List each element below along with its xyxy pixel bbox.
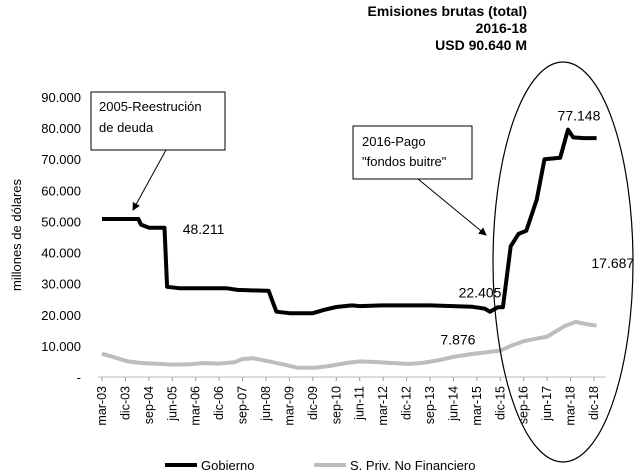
x-tick-label: mar-06	[189, 386, 203, 426]
callout-box-restructuring	[90, 91, 226, 151]
y-tick-label: 50.000	[41, 214, 81, 229]
x-tick-label: mar-18	[564, 386, 578, 426]
x-tick-label: dic-15	[493, 386, 507, 420]
y-tick-label: 40.000	[41, 246, 81, 261]
legend-label-gobierno: Gobierno	[201, 458, 254, 473]
callout-vulture-funds: 2016-Pago "fondos buitre"	[352, 125, 487, 236]
callout-arrow-restructuring	[132, 149, 167, 211]
x-tick-label: sep-16	[517, 386, 531, 424]
x-tick-label: sep-13	[423, 386, 437, 424]
x-tick-label: mar-09	[282, 386, 296, 426]
x-tick-label: jun-05	[165, 386, 179, 422]
x-tick-label: jun-08	[259, 386, 273, 422]
y-tick-label: 60.000	[41, 183, 81, 198]
title-line-2: 2016-18	[476, 20, 528, 36]
callout-vulture-line-2: "fondos buitre"	[362, 154, 447, 169]
callout-restructuring-line-2: de deuda	[99, 120, 154, 135]
data-label: 77.148	[558, 107, 601, 123]
data-label: 7.876	[440, 331, 475, 347]
x-tick-label: jun-17	[540, 386, 554, 422]
x-tick-label: sep-10	[329, 386, 343, 424]
callout-box-vulture-funds	[352, 125, 473, 180]
series-line-gobierno	[102, 127, 597, 316]
x-tick-label: dic-06	[212, 386, 226, 420]
title-line-3: USD 90.640 M	[435, 37, 527, 53]
legend: Gobierno S. Priv. No Financiero	[165, 458, 475, 473]
y-axis-label: millones de dólares	[9, 179, 24, 292]
x-tick-label: mar-12	[376, 386, 390, 426]
y-tick-label: 10.000	[41, 339, 81, 354]
x-tick-label: sep-07	[236, 386, 250, 424]
data-label: 48.211	[183, 221, 225, 237]
series-line-privado	[101, 319, 597, 370]
y-tick-label: 70.000	[41, 152, 81, 167]
x-tick-label: mar-03	[95, 386, 109, 426]
y-tick-label: 20.000	[41, 308, 81, 323]
highlight-ellipse	[492, 61, 634, 463]
callout-restructuring: 2005-Reestrución de deuda	[90, 91, 226, 211]
x-tick-label: dic-03	[118, 386, 132, 420]
title-line-1: Emisiones brutas (total)	[368, 3, 527, 19]
x-tick-label: dic-18	[587, 386, 601, 420]
y-tick-label: 90.000	[41, 90, 81, 105]
y-tick-label: -	[77, 370, 81, 385]
y-tick-label: 80.000	[41, 121, 81, 136]
x-tick-label: mar-15	[470, 386, 484, 426]
callout-vulture-line-1: 2016-Pago	[362, 134, 426, 149]
x-tick-label: sep-04	[142, 386, 156, 424]
x-tick-label: dic-12	[400, 386, 414, 420]
x-tick-label: jun-11	[353, 386, 367, 421]
callout-restructuring-line-1: 2005-Reestrución	[99, 99, 202, 114]
data-label: 17.687	[591, 255, 634, 271]
callout-arrow-vulture-funds	[417, 178, 487, 236]
annotations: 48.211 22.405 7.876 77.148 17.687	[183, 107, 635, 347]
legend-label-privado: S. Priv. No Financiero	[350, 458, 475, 473]
x-axis-ticks: mar-03 dic-03 sep-04 jun-05 mar-06 dic-06 sep-…	[95, 377, 601, 426]
series-lines	[101, 127, 597, 370]
x-tick-label: dic-09	[306, 386, 320, 420]
data-label: 22.405	[459, 285, 502, 301]
y-axis-ticks: - 10.000 20.000 30.000 40.000 50.000 60.000 70.…	[41, 90, 81, 385]
y-tick-label: 30.000	[41, 277, 81, 292]
x-tick-label: jun-14	[446, 386, 460, 422]
